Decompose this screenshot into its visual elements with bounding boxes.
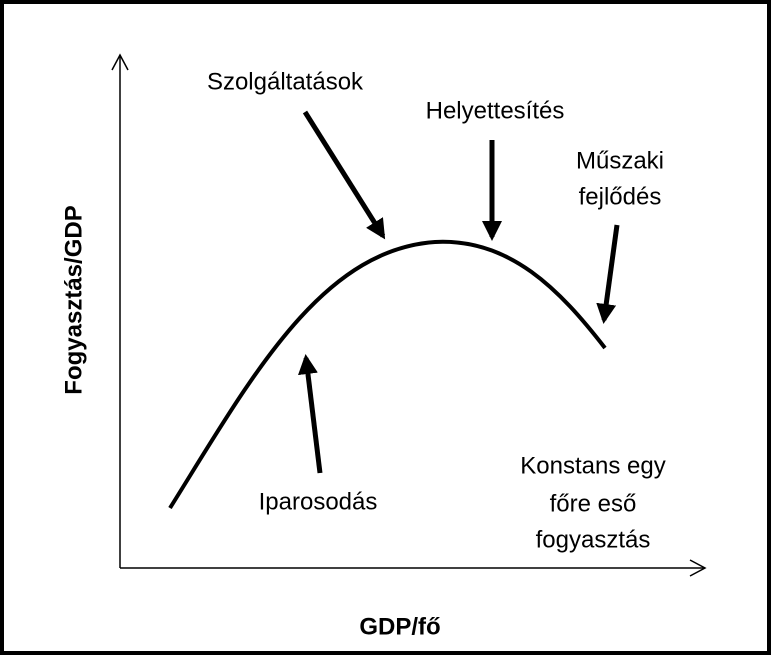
annotation: Konstans egy	[520, 452, 665, 479]
arrow	[596, 224, 620, 324]
x-axis-label: GDP/fő	[359, 613, 440, 640]
y-axis-label: Fogyasztás/GDP	[60, 205, 87, 394]
curve	[168, 239, 607, 510]
annotation: fejlődés	[579, 183, 662, 210]
annotation: főre eső	[550, 490, 637, 517]
annotation: Műszaki	[576, 147, 664, 174]
annotation: Iparosodás	[259, 488, 378, 515]
arrow	[298, 354, 323, 474]
arrow	[302, 110, 386, 240]
annotation: Szolgáltatások	[207, 68, 364, 95]
annotation: Helyettesítés	[426, 97, 565, 124]
annotation: fogyasztás	[536, 526, 651, 553]
